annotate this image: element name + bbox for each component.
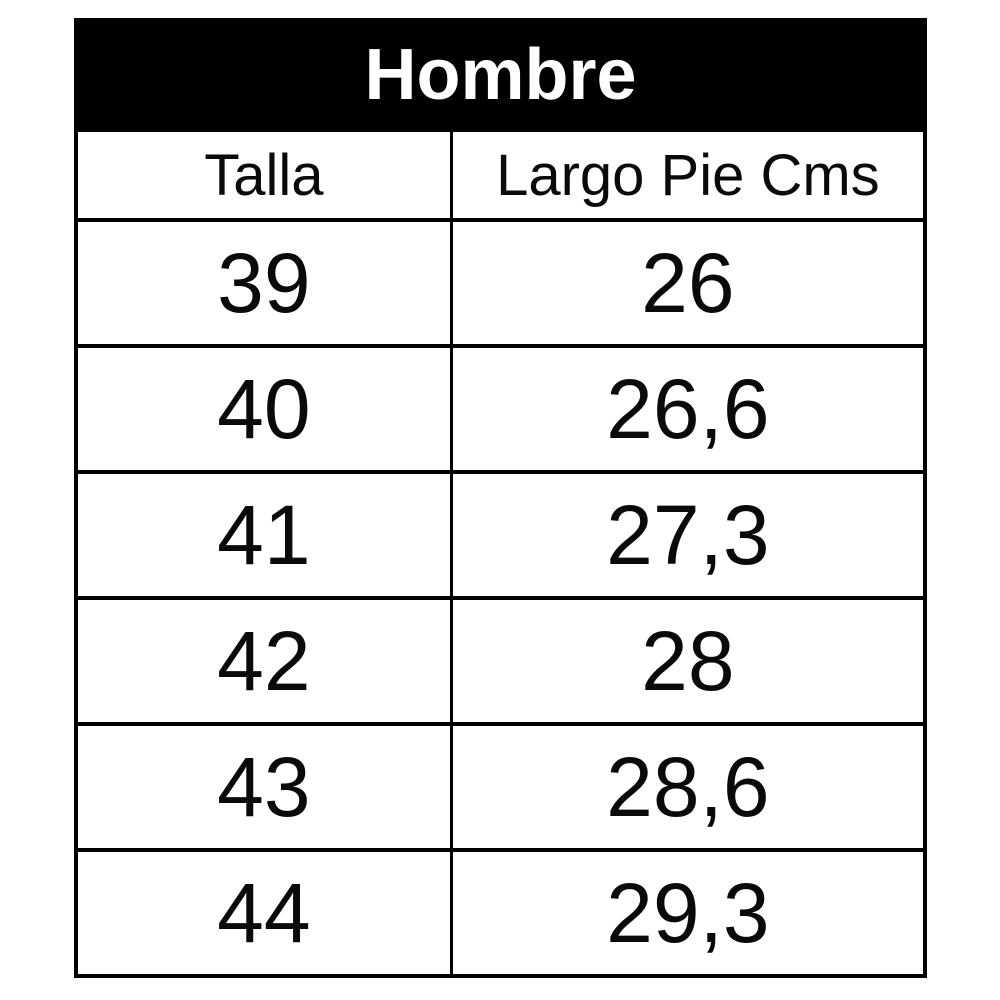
size-chart-table: Hombre Talla Largo Pie Cms 39 26 40 26,6… <box>74 18 927 978</box>
cell-largo-pie-cms: 29,3 <box>449 848 927 978</box>
cell-talla: 39 <box>74 218 453 348</box>
table-row: 43 28,6 <box>74 722 927 852</box>
table-row: 40 26,6 <box>74 344 927 474</box>
table-row: 42 28 <box>74 596 927 726</box>
cell-talla: 40 <box>74 344 453 474</box>
table-header-row: Talla Largo Pie Cms <box>74 128 927 222</box>
cell-talla: 41 <box>74 470 453 600</box>
cell-talla: 44 <box>74 848 453 978</box>
table-row: 41 27,3 <box>74 470 927 600</box>
cell-largo-pie-cms: 26,6 <box>449 344 927 474</box>
table-row: 44 29,3 <box>74 848 927 978</box>
column-header-largo-pie-cms: Largo Pie Cms <box>449 128 927 222</box>
column-header-talla: Talla <box>74 128 453 222</box>
cell-talla: 42 <box>74 596 453 726</box>
cell-largo-pie-cms: 26 <box>449 218 927 348</box>
table-title: Hombre <box>74 18 927 132</box>
cell-largo-pie-cms: 28,6 <box>449 722 927 852</box>
cell-largo-pie-cms: 28 <box>449 596 927 726</box>
table-row: 39 26 <box>74 218 927 348</box>
table-title-row: Hombre <box>74 18 927 132</box>
cell-largo-pie-cms: 27,3 <box>449 470 927 600</box>
cell-talla: 43 <box>74 722 453 852</box>
